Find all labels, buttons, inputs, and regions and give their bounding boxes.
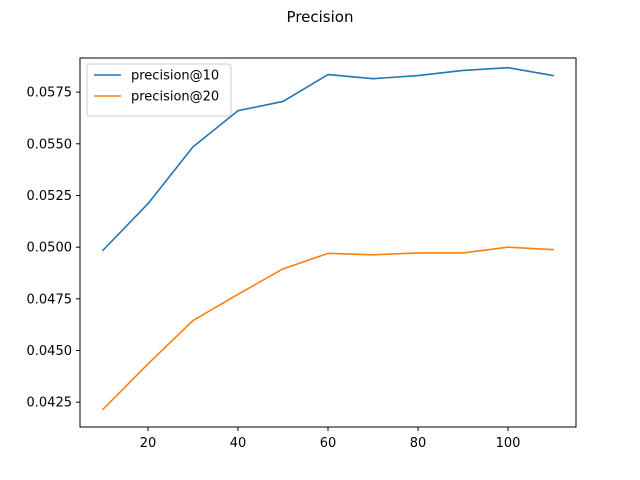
legend: precision@10 precision@20 (86, 63, 232, 117)
series-line-1 (101, 66, 554, 252)
y-tick-label: 0.0425 (27, 396, 73, 411)
series-lines (101, 66, 554, 411)
y-tick-label: 0.0550 (27, 137, 73, 152)
y-axis: 0.0425 0.0450 0.0475 0.0500 0.0525 0.0550 0.05… (27, 86, 80, 411)
chart-title: Precision (287, 8, 354, 26)
legend-box (86, 63, 232, 117)
y-tick-label: 0.0450 (27, 344, 73, 359)
x-tick-label: 40 (230, 436, 247, 451)
x-tick-label: 20 (140, 436, 157, 451)
y-tick-label: 0.0575 (27, 86, 73, 101)
y-tick-label: 0.0525 (27, 189, 73, 204)
x-axis: 20 40 60 80 100 (140, 427, 521, 451)
y-tick-label: 0.0500 (27, 241, 73, 256)
y-tick-label: 0.0475 (27, 292, 73, 307)
x-tick-label: 60 (320, 436, 337, 451)
x-tick-label: 80 (410, 436, 427, 451)
series-line-2 (101, 246, 554, 411)
x-tick-label: 100 (496, 436, 521, 451)
legend-label-2: precision@20 (131, 90, 219, 105)
legend-label-1: precision@10 (131, 69, 219, 84)
